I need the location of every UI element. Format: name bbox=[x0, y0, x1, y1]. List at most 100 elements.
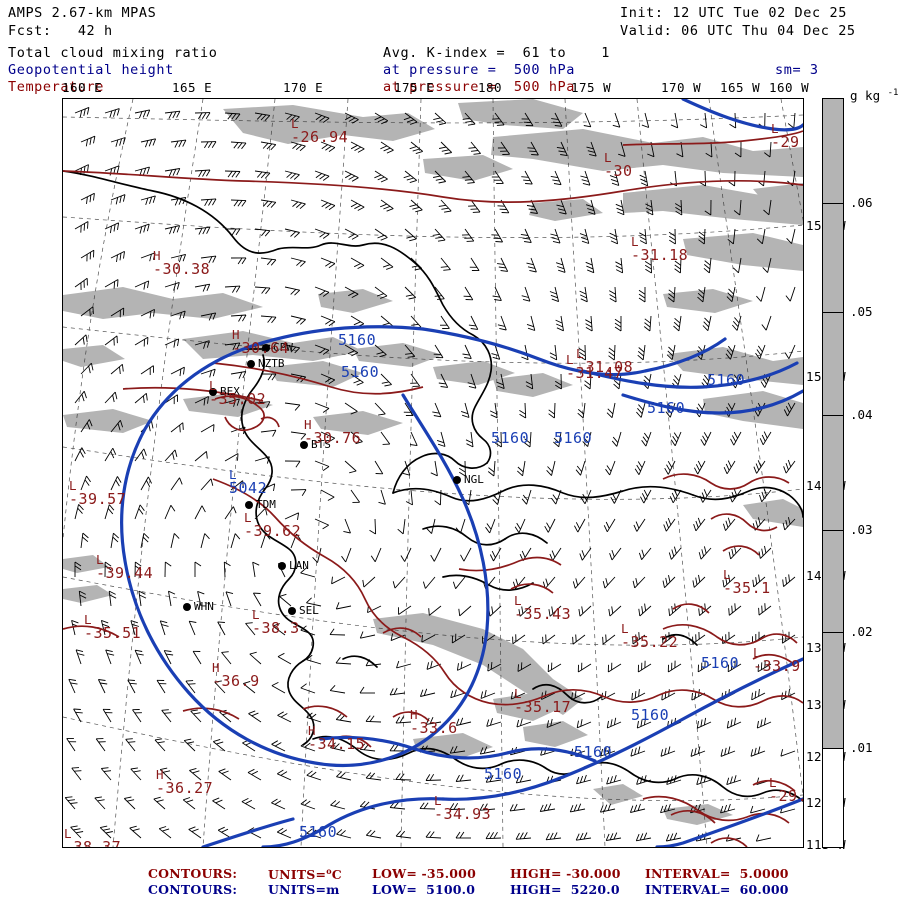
wind-barb-flag bbox=[359, 743, 366, 750]
wind-barb-flag bbox=[493, 831, 498, 839]
wind-barb-flag bbox=[149, 311, 152, 319]
wind-barb-flag bbox=[426, 662, 430, 670]
wind-barb-shaft bbox=[611, 402, 616, 418]
wind-barb-flag bbox=[419, 689, 424, 697]
wind-barb-shaft bbox=[404, 286, 417, 298]
wind-barb-flag bbox=[613, 774, 617, 783]
wind-barb-flag bbox=[666, 354, 673, 361]
wind-barb-flag bbox=[519, 410, 526, 415]
wind-barb-shaft bbox=[510, 808, 526, 812]
wind-barb-flag bbox=[464, 357, 472, 360]
wind-barb-flag bbox=[554, 125, 562, 127]
wind-barb-flag bbox=[214, 680, 222, 683]
extremum-label: L -35.17 bbox=[514, 687, 571, 715]
wind-barb-shaft bbox=[170, 253, 186, 259]
wind-barb-flag bbox=[703, 432, 709, 439]
wind-barb-shaft bbox=[214, 681, 226, 694]
wind-barb-shaft bbox=[350, 315, 365, 325]
wind-barb-shaft bbox=[219, 711, 232, 723]
wind-barb-flag bbox=[484, 689, 487, 698]
wind-barb-flag bbox=[215, 799, 223, 804]
wind-barb-flag bbox=[386, 208, 394, 212]
wind-barb-flag bbox=[696, 777, 700, 785]
colorbar-tick-label: .02 bbox=[850, 624, 873, 639]
wind-barb-shaft bbox=[110, 363, 123, 375]
wind-barb-flag bbox=[112, 448, 117, 455]
wind-barb-flag bbox=[335, 657, 341, 664]
wind-barb-flag bbox=[730, 719, 733, 727]
wind-barb-flag bbox=[698, 239, 705, 245]
wind-barb-flag bbox=[577, 412, 584, 419]
wind-barb-flag bbox=[390, 633, 394, 641]
wind-barb-shaft bbox=[104, 504, 110, 520]
wind-barb-flag bbox=[603, 804, 608, 812]
wind-barb-shaft bbox=[74, 447, 83, 462]
extremum-label: L -33.9 bbox=[753, 646, 801, 674]
wind-barb-shaft bbox=[224, 398, 240, 404]
wind-barb-flag bbox=[668, 235, 676, 241]
wind-barb-shaft bbox=[290, 315, 306, 320]
extremum-label: H -33.6 bbox=[410, 708, 458, 736]
wind-barb-shaft bbox=[460, 518, 466, 534]
wind-barb-flag bbox=[123, 251, 125, 259]
wind-barb-flag bbox=[376, 293, 385, 297]
wind-barb-shaft bbox=[750, 750, 766, 757]
extremum-value: -38.37 bbox=[64, 838, 122, 848]
map-panel[interactable]: CPW NZTB BEX BTS NGL TDM LAN WHN SEL L -26.94 L -30 L… bbox=[62, 98, 804, 848]
wind-barb-shaft bbox=[540, 750, 556, 756]
colorbar[interactable] bbox=[822, 98, 844, 848]
wind-barb-flag bbox=[486, 719, 490, 727]
wind-barb-shaft bbox=[336, 776, 352, 781]
wind-barb-flag bbox=[393, 744, 399, 752]
wind-barb-flag bbox=[575, 833, 580, 841]
wind-barb-shaft bbox=[785, 460, 796, 474]
wind-barb-flag bbox=[525, 183, 533, 185]
wind-barb-flag bbox=[545, 833, 550, 841]
wind-barb-flag bbox=[609, 298, 617, 303]
wind-barb-flag bbox=[83, 108, 86, 116]
station-dot bbox=[262, 344, 270, 352]
extremum-value: -30.38 bbox=[153, 260, 211, 278]
wind-barb-flag bbox=[93, 136, 96, 144]
wind-barb-flag bbox=[750, 805, 754, 814]
wind-barb-flag bbox=[92, 306, 94, 315]
wind-barb-flag bbox=[671, 492, 676, 500]
wind-barb-flag bbox=[403, 116, 411, 121]
wind-barb-flag bbox=[720, 749, 724, 757]
wind-barb-shaft bbox=[314, 286, 330, 293]
wind-barb-shaft bbox=[750, 808, 766, 814]
wind-barb-shaft bbox=[110, 250, 125, 259]
wind-barb-flag bbox=[526, 385, 533, 390]
wind-barb-flag bbox=[704, 264, 711, 270]
wind-barb-shaft bbox=[704, 170, 707, 187]
wind-barb-flag bbox=[758, 551, 761, 559]
wind-barb-flag bbox=[202, 227, 207, 235]
wind-barb-flag bbox=[521, 295, 529, 298]
wind-barb-shaft bbox=[336, 719, 352, 723]
colorbar-tick-label: .04 bbox=[850, 407, 873, 422]
wind-barb-flag bbox=[546, 469, 552, 476]
wind-barb-flag bbox=[266, 259, 273, 266]
wind-barb-flag bbox=[584, 384, 591, 390]
lon-tick-label: 170 E bbox=[283, 80, 324, 95]
wind-barb-flag bbox=[208, 313, 213, 321]
wind-barb-flag bbox=[531, 154, 539, 156]
extremum-label: L -31.18 bbox=[631, 235, 688, 263]
wind-barb-shaft bbox=[284, 286, 300, 291]
wind-barb-shaft bbox=[425, 779, 442, 781]
wind-barb-shaft bbox=[230, 533, 236, 549]
wind-barb-flag bbox=[89, 194, 92, 203]
wind-barb-flag bbox=[425, 831, 431, 838]
wind-barb-flag bbox=[205, 112, 211, 119]
wind-barb-flag bbox=[235, 171, 241, 178]
extremum-value: -36.27 bbox=[156, 779, 214, 797]
wind-barb-flag bbox=[527, 147, 535, 149]
wind-barb-flag bbox=[546, 522, 551, 530]
wind-barb-flag bbox=[633, 804, 638, 812]
wind-barb-flag bbox=[293, 232, 300, 238]
wind-barb-shaft bbox=[80, 362, 92, 375]
wind-barb-flag bbox=[242, 314, 247, 322]
wind-barb-flag bbox=[354, 146, 362, 151]
wind-barb-flag bbox=[378, 413, 386, 416]
